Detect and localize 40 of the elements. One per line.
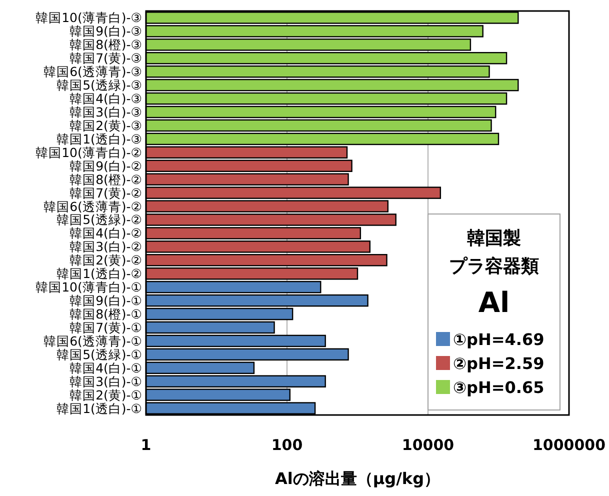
y-tick-label: 韓国1(透白)-① <box>56 400 142 416</box>
y-tick-label: 韓国8(橙)-② <box>70 172 142 187</box>
y-tick-label: 韓国6(透薄青)-③ <box>44 64 142 80</box>
y-tick-label: 韓国8(橙)-③ <box>70 37 142 52</box>
x-tick-label: 1000000 <box>532 436 606 454</box>
legend-title: 韓国製プラ容器類 <box>449 228 539 277</box>
y-tick-label: 韓国7(黄)-③ <box>70 50 142 66</box>
y-tick-label: 韓国5(透緑)-② <box>56 212 142 228</box>
y-tick-label: 韓国7(黄)-② <box>70 185 142 200</box>
y-tick-label: 韓国4(白)-② <box>70 226 142 241</box>
legend-label: ③pH=0.65 <box>453 378 544 397</box>
x-tick-label: 1 <box>140 436 152 454</box>
y-tick-label: 韓国7(黄)-① <box>70 320 142 335</box>
y-tick-label: 韓国3(白)-③ <box>70 104 142 120</box>
y-tick-label: 韓国5(透緑)-③ <box>56 78 142 93</box>
y-tick-label: 韓国10(薄青白)-③ <box>36 10 142 26</box>
annotation: Al <box>478 286 510 319</box>
y-tick-label: 韓国6(透薄青)-① <box>44 333 142 348</box>
y-tick-label: 韓国3(白)-① <box>70 374 142 389</box>
y-tick-label: 韓国9(白)-③ <box>70 24 142 39</box>
x-tick-label: 10000 <box>402 436 454 454</box>
y-tick-label: 韓国10(薄青白)-② <box>36 144 142 160</box>
y-tick-label: 韓国10(薄青白)-① <box>36 280 142 295</box>
y-tick-label: 韓国2(黄)-③ <box>70 118 142 133</box>
y-tick-label: 韓国8(橙)-① <box>70 306 142 322</box>
y-tick-label: 韓国4(白)-③ <box>70 91 142 106</box>
x-tick-label: 100 <box>271 436 303 454</box>
y-tick-label: 韓国3(白)-② <box>70 239 142 254</box>
y-tick-label: 韓国1(透白)-③ <box>56 131 142 146</box>
y-tick-label: 韓国9(白)-② <box>70 158 142 174</box>
y-tick-label: 韓国2(黄)-② <box>70 252 142 268</box>
legend-label: ①pH=4.69 <box>453 330 544 349</box>
y-tick-label: 韓国1(透白)-② <box>56 266 142 282</box>
y-tick-label: 韓国4(白)-① <box>70 360 142 376</box>
y-tick-label: 韓国2(黄)-① <box>70 387 142 402</box>
x-axis-title: Alの溶出量（μg/kg） <box>274 469 440 488</box>
y-tick-label: 韓国5(透緑)-① <box>56 346 142 362</box>
legend-label: ②pH=2.59 <box>453 354 544 373</box>
y-tick-label: 韓国9(白)-① <box>70 293 142 308</box>
y-tick-label: 韓国6(透薄青)-② <box>44 198 142 214</box>
